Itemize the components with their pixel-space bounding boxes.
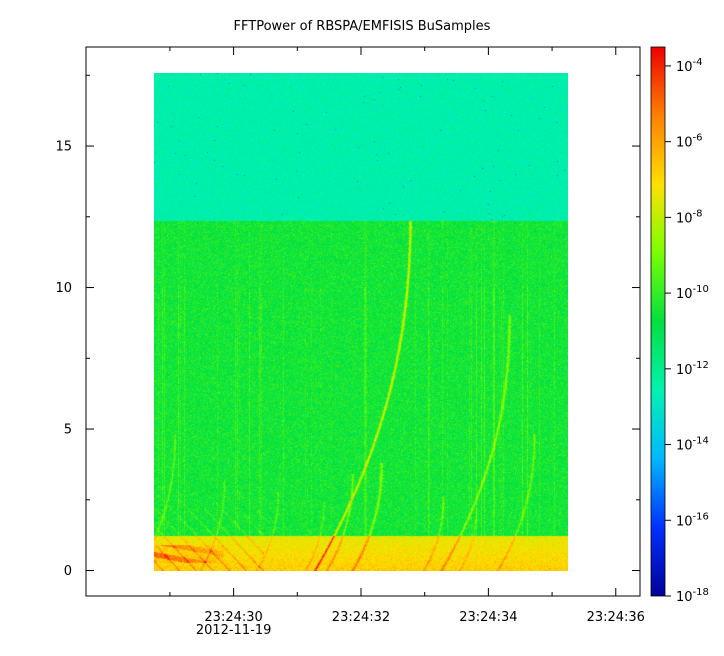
y-tick-label: 5 — [64, 423, 72, 438]
y-axis: 0 5 10 15 — [55, 74, 640, 579]
x-tick-label: 23:24:36 — [587, 610, 645, 625]
y-tick-label: 0 — [64, 564, 72, 579]
x-date-label: 2012-11-19 — [196, 623, 272, 638]
x-tick-label: 23:24:30 — [204, 610, 262, 625]
colorbar-tick-label: 10-16 — [676, 511, 709, 529]
colorbar-tick-label: 10-4 — [676, 57, 703, 75]
spectrogram-heatmap — [154, 73, 568, 571]
colorbar-tick-label: 10-6 — [676, 133, 703, 151]
y-tick-label: 10 — [55, 281, 72, 296]
chart-title: FFTPower of RBSPA/EMFISIS BuSamples — [234, 19, 491, 34]
x-tick-label: 23:24:32 — [332, 610, 390, 625]
colorbar-tick-label: 10-8 — [676, 208, 703, 226]
spectrogram-image — [154, 73, 568, 571]
colorbar-axis: 10-4 10-6 10-8 10-10 10-12 10-14 10-16 10-18 — [665, 57, 709, 605]
y-tick-label: 15 — [55, 140, 72, 155]
x-tick-label: 23:24:34 — [459, 610, 517, 625]
colorbar-tick-label: 10-14 — [676, 436, 709, 454]
colorbar-tick-label: 10-10 — [676, 284, 709, 302]
colorbar-tick-label: 10-18 — [676, 587, 709, 605]
colorbar — [650, 46, 666, 597]
colorbar-tick-label: 10-12 — [676, 360, 709, 378]
